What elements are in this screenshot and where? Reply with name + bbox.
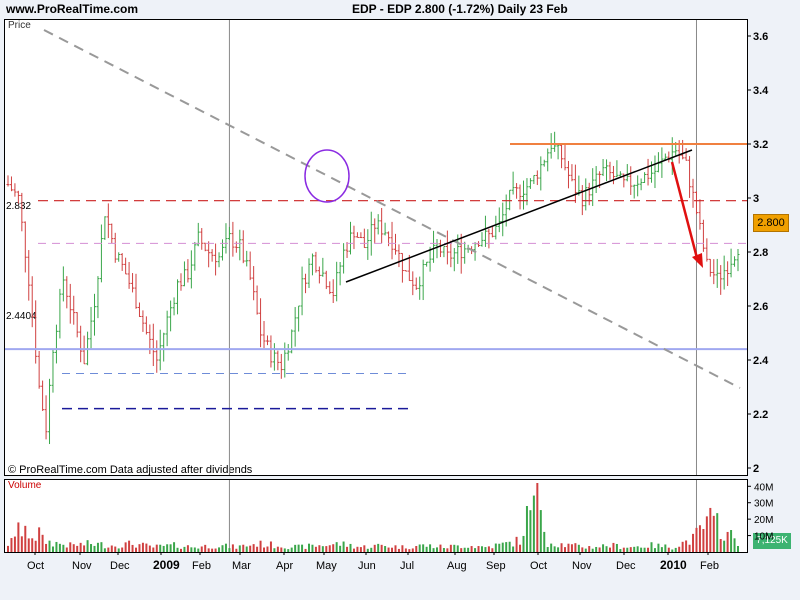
highlight-circle <box>304 149 350 203</box>
current-price-badge: 2.800 <box>753 214 789 232</box>
red-arrow-shaft <box>670 161 700 263</box>
price-panel-title: Price <box>8 20 31 31</box>
x-tick-label: Jul <box>400 560 414 572</box>
x-tick-label: Jun <box>358 560 376 572</box>
quote-label: EDP - EDP 2.800 (-1.72%) Daily 23 Feb <box>352 2 568 16</box>
price-tick-label: 2.6 <box>753 301 768 313</box>
x-tick-label: Feb <box>700 560 719 572</box>
price-tick-label: 3.2 <box>753 139 768 151</box>
volume-tick-label: 40M <box>754 482 773 493</box>
x-tick-label: May <box>316 560 337 572</box>
x-tick-label: Aug <box>447 560 467 572</box>
price-tick-label: 2 <box>753 463 759 475</box>
volume-tick-label: 20M <box>754 515 773 526</box>
x-tick-label: Oct <box>27 560 44 572</box>
credit-note: © ProRealTime.com Data adjusted after di… <box>8 464 253 476</box>
x-tick-label: Nov <box>72 560 92 572</box>
x-tick-label: Dec <box>616 560 636 572</box>
price-tick-label: 2.2 <box>753 409 768 421</box>
level-label-2832: 2.832 <box>6 201 32 212</box>
x-tick-label: Dec <box>110 560 130 572</box>
price-tick-label: 3 <box>753 193 759 205</box>
red-arrow-head <box>692 253 703 268</box>
price-tick-label: 3.4 <box>753 85 769 97</box>
price-panel[interactable] <box>4 19 748 476</box>
x-tick-label: 2010 <box>660 558 687 572</box>
price-tick-label: 2.4 <box>753 355 769 367</box>
x-tick-label: Sep <box>486 560 506 572</box>
price-tick-label: 3.6 <box>753 31 768 43</box>
volume-panel-title: Volume <box>8 480 42 491</box>
volume-tick-label: 30M <box>754 499 773 510</box>
level-label-24404: 2.4404 <box>6 311 37 322</box>
uptrend-line <box>345 149 693 283</box>
x-tick-label: Mar <box>232 560 251 572</box>
x-tick-label: Feb <box>192 560 211 572</box>
x-tick-label: Oct <box>530 560 547 572</box>
x-tick-label: Nov <box>572 560 592 572</box>
volume-tick-label: 10M <box>754 532 773 543</box>
current-volume-badge: 7,125K <box>753 533 791 549</box>
x-tick-label: Apr <box>276 560 293 572</box>
x-tick-label: 2009 <box>153 558 180 572</box>
volume-panel[interactable] <box>4 479 748 553</box>
chart-header: www.ProRealTime.com EDP - EDP 2.800 (-1.… <box>0 0 800 18</box>
site-label[interactable]: www.ProRealTime.com <box>6 2 139 16</box>
price-tick-label: 2.8 <box>753 247 768 259</box>
downtrend-line <box>43 29 741 389</box>
